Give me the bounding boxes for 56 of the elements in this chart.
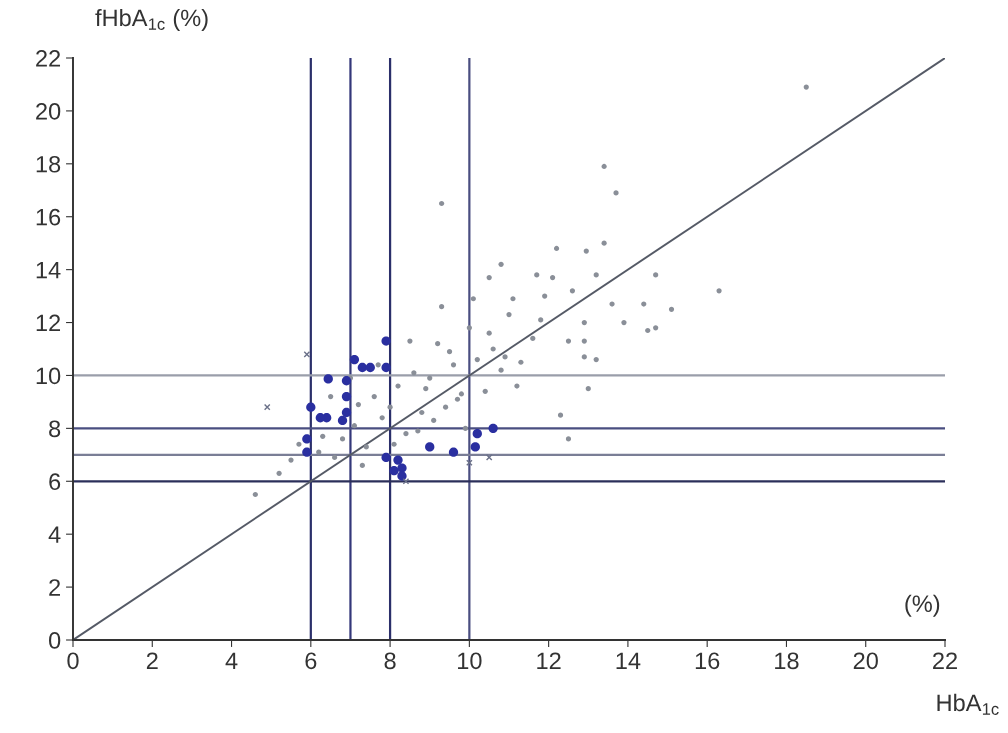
x-tick-label: 20 [853,652,878,670]
y-tick-label: 16 [36,208,61,226]
point [397,463,407,473]
point [402,477,410,485]
x-tick-label: 6 [305,652,317,670]
point [472,429,482,439]
point [315,413,325,423]
annotation: (%) [905,594,940,617]
point [306,402,316,412]
y-axis-title: fHbA$_{1c}$ (%) [95,8,208,31]
y-tick-label: 8 [49,420,61,438]
y-tick-label: 0 [48,632,61,649]
x-tick-label: 4 [225,652,238,669]
point [488,423,498,434]
point [341,391,352,402]
point [357,362,367,373]
y-tick-label: 10 [36,367,61,385]
point [302,434,312,444]
x-tick-label: 0 [67,652,79,670]
y-tick-label: 18 [36,155,61,173]
point [349,354,360,365]
x-axis-title: HbA$_{1c}$ [937,693,999,715]
y-tick-label: 2 [49,579,61,596]
x-tick-label: 16 [695,652,720,670]
x-tick-label: 10 [458,652,482,670]
point [381,336,391,346]
x-tick-label: 18 [775,652,799,670]
y-tick-label: 12 [36,314,61,332]
point [263,403,271,411]
point [337,415,348,426]
point [425,442,435,452]
point [381,362,391,373]
point [323,374,333,384]
point [341,407,352,418]
point [389,466,399,476]
point [397,471,407,481]
point [470,442,480,452]
y-tick-label: 22 [36,50,61,67]
x-tick-label: 22 [933,652,957,669]
point [303,350,311,358]
point [485,454,493,461]
x-tick-label: 12 [537,652,561,669]
y-tick-label: 4 [48,526,61,543]
x-tick-label: 2 [146,652,158,669]
point [341,376,352,386]
point [381,452,391,463]
point [393,455,403,465]
x-tick-label: 14 [616,652,641,669]
point [302,447,312,457]
point [466,459,473,467]
y-tick-label: 6 [49,473,61,491]
y-tick-label: 20 [36,102,61,120]
x-tick-label: 8 [384,652,396,670]
y-tick-label: 14 [36,261,61,279]
point [448,447,459,457]
point [365,362,375,373]
